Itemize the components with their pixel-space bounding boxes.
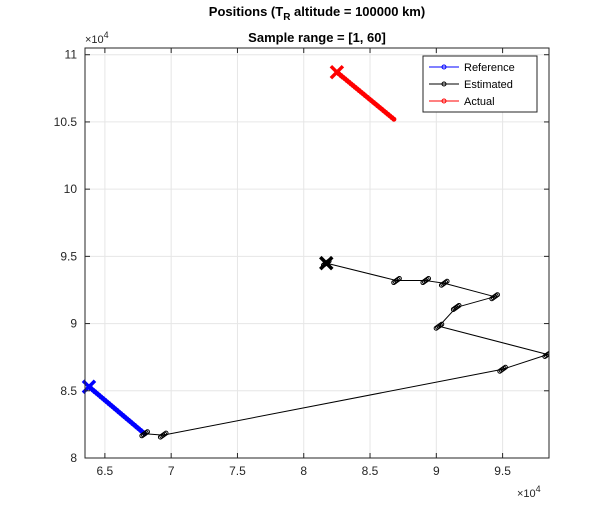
- legend-reference-marker: [441, 64, 447, 70]
- y-tick-label: 10.5: [54, 115, 78, 129]
- axes-box: [84, 47, 550, 459]
- axis-ticks: 6.5 7 7.5 8 8.5 9 9.5 8 8.5 9 9.5 10 10.5 11: [54, 48, 549, 478]
- legend-reference-label: Reference: [464, 62, 515, 74]
- legend-estimated-marker: [441, 81, 447, 87]
- x-tick-label: 7.5: [229, 464, 246, 478]
- estimated-point: [456, 302, 462, 308]
- estimated-point: [546, 350, 549, 356]
- estimated-point: [163, 430, 169, 436]
- estimated-point: [444, 278, 450, 284]
- x-tick-label: 9.5: [494, 464, 511, 478]
- legend-actual-marker: [441, 98, 447, 104]
- x-tick-label: 8.5: [362, 464, 379, 478]
- grid-lines: [85, 48, 549, 459]
- y-axis-exponent: ×104: [85, 30, 109, 46]
- plot-area: 6.5 7 7.5 8 8.5 9 9.5 8 8.5 9 9.5 10 10.5 11: [54, 47, 550, 478]
- estimated-point: [502, 364, 508, 370]
- chart-title-line1: Positions (TR altitude = 100000 km): [209, 4, 425, 23]
- legend: Reference Estimated Actual: [422, 55, 538, 113]
- y-tick-label: 10: [64, 182, 78, 196]
- axes-background: [85, 48, 549, 458]
- y-tick-label: 9: [70, 317, 77, 331]
- x-tick-label: 8: [300, 464, 307, 478]
- estimated-point: [494, 292, 500, 298]
- estimated-point: [396, 276, 402, 282]
- x-tick-label: 6.5: [97, 464, 114, 478]
- estimated-point: [144, 429, 150, 435]
- estimated-point: [426, 276, 432, 282]
- actual-point: [391, 116, 397, 122]
- y-tick-label: 8.5: [60, 384, 77, 398]
- y-tick-label: 9.5: [60, 249, 77, 263]
- legend-estimated-label: Estimated: [464, 79, 513, 91]
- x-tick-label: 7: [168, 464, 175, 478]
- y-tick-label: 8: [70, 451, 77, 465]
- legend-actual-label: Actual: [464, 96, 495, 108]
- chart-title-line2: Sample range = [1, 60]: [248, 30, 386, 45]
- x-tick-label: 9: [433, 464, 440, 478]
- estimated-point: [439, 321, 445, 327]
- actual-end-marker-stroke-b: [329, 64, 345, 80]
- estimated-point: [547, 350, 549, 355]
- y-tick-label: 11: [65, 48, 78, 62]
- x-axis-exponent: ×104: [517, 484, 541, 500]
- estimated-end-marker-stroke-b: [319, 255, 334, 271]
